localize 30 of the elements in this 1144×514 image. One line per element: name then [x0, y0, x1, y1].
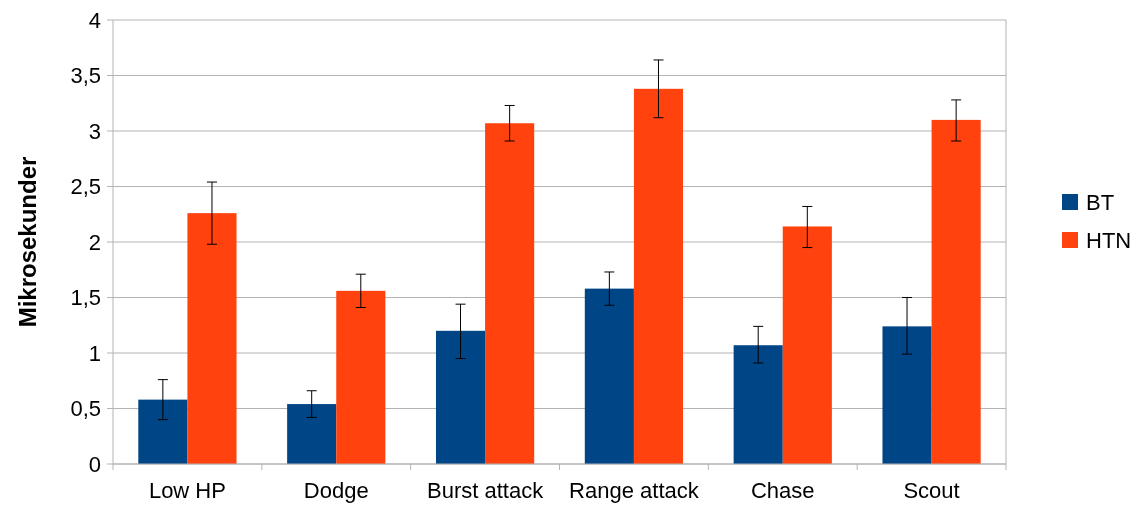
bar — [733, 345, 783, 464]
bar — [584, 288, 634, 464]
bar — [633, 88, 684, 464]
x-tick-label: Scout — [903, 478, 960, 503]
bar — [336, 290, 386, 464]
bar — [485, 123, 535, 464]
y-tick-label: 0 — [88, 451, 101, 477]
bar — [187, 213, 237, 464]
bar — [782, 226, 832, 464]
bar — [931, 119, 981, 464]
y-tick-label: 3,5 — [70, 63, 101, 89]
y-axis-title: Mikrosekunder — [14, 156, 41, 328]
y-tick-label: 2,5 — [70, 174, 101, 200]
bar — [138, 399, 188, 464]
y-tick-label: 1 — [88, 340, 101, 366]
y-tick-label: 3 — [88, 118, 101, 144]
legend-label: BT — [1086, 189, 1115, 215]
x-tick-label: Dodge — [303, 478, 369, 503]
bar — [287, 404, 337, 464]
bar — [882, 326, 932, 464]
y-tick-label: 4 — [88, 7, 101, 33]
x-tick-label: Low HP — [148, 478, 226, 503]
y-tick-label: 2 — [88, 229, 101, 255]
y-tick-label: 1,5 — [70, 285, 101, 311]
legend-label: HTN — [1086, 227, 1132, 253]
x-tick-label: Burst attack — [427, 478, 545, 503]
y-tick-label: 0,5 — [70, 396, 101, 422]
x-tick-label: Range attack — [569, 478, 700, 503]
x-tick-label: Chase — [750, 478, 815, 503]
bar — [435, 330, 486, 464]
